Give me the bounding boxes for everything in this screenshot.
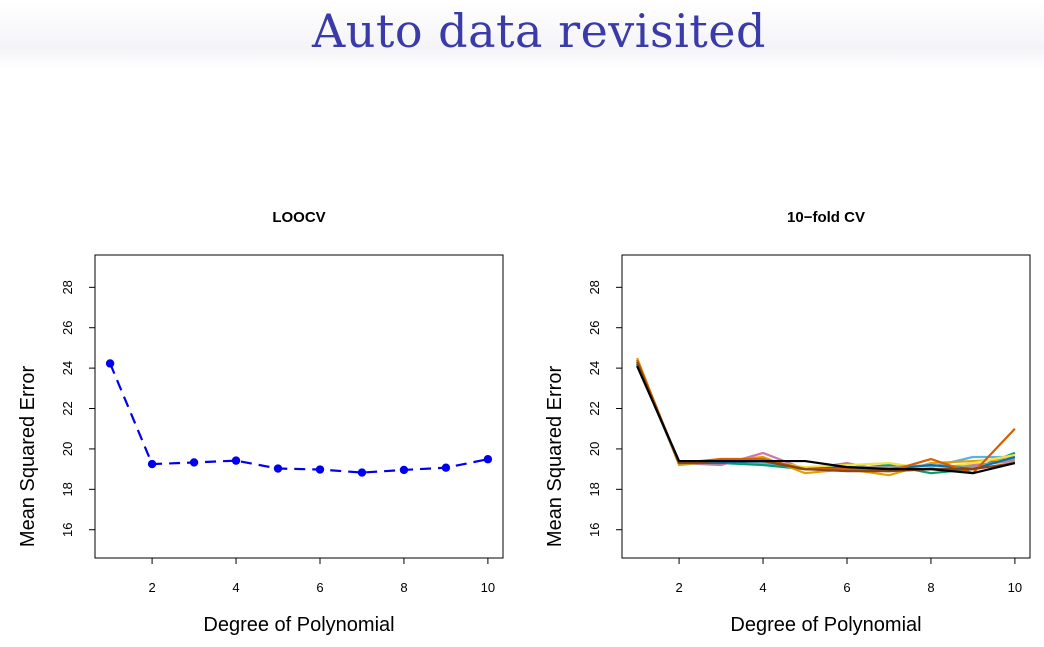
series-9 bbox=[636, 361, 1016, 473]
x-tick-label: 2 bbox=[148, 580, 155, 595]
plot-frame bbox=[621, 254, 1031, 559]
y-tick-label: 26 bbox=[587, 320, 602, 334]
series-6 bbox=[636, 363, 1016, 471]
y-tick-label: 16 bbox=[60, 522, 75, 536]
x-tick-label: 8 bbox=[927, 580, 934, 595]
series-line bbox=[636, 361, 1016, 471]
series-line bbox=[636, 361, 1016, 473]
plot-frame bbox=[94, 254, 504, 559]
x-axis: 2 4 6 8 10 bbox=[148, 558, 495, 595]
data-point bbox=[273, 464, 283, 473]
y-tick-label: 28 bbox=[587, 280, 602, 294]
series-line bbox=[636, 357, 1015, 477]
y-axis-label: Mean Squared Error bbox=[17, 366, 39, 548]
x-axis-label: Degree of Polynomial bbox=[730, 614, 921, 636]
data-point bbox=[441, 463, 451, 472]
series-line bbox=[636, 361, 1015, 471]
data-point bbox=[105, 359, 115, 368]
x-tick-label: 6 bbox=[843, 580, 850, 595]
x-tick-label: 2 bbox=[675, 580, 682, 595]
y-tick-label: 20 bbox=[587, 442, 602, 456]
x-tick-label: 6 bbox=[316, 580, 323, 595]
data-point bbox=[147, 459, 157, 469]
y-tick-label: 18 bbox=[587, 482, 602, 496]
series-1 bbox=[105, 359, 493, 477]
data-point bbox=[483, 455, 493, 464]
series-line bbox=[636, 363, 1016, 471]
y-tick-label: 22 bbox=[587, 401, 602, 415]
series-1 bbox=[636, 361, 1015, 471]
x-tick-label: 4 bbox=[232, 580, 239, 595]
x-tick-label: 8 bbox=[400, 580, 407, 595]
data-point bbox=[357, 468, 367, 477]
y-tick-label: 26 bbox=[60, 320, 75, 334]
slide-title: Auto data revisited bbox=[312, 4, 766, 58]
y-tick-label: 28 bbox=[60, 280, 75, 294]
data-point bbox=[399, 465, 409, 475]
series-line bbox=[636, 365, 1016, 475]
series-line bbox=[636, 359, 1015, 473]
y-tick-label: 20 bbox=[60, 442, 75, 456]
series-3 bbox=[636, 359, 1015, 473]
x-tick-label: 10 bbox=[1008, 580, 1022, 595]
data-point bbox=[315, 465, 325, 474]
series-line bbox=[109, 363, 489, 474]
series-10 bbox=[636, 365, 1016, 475]
series-5 bbox=[636, 361, 1016, 471]
chart-title: 10−fold CV bbox=[787, 209, 865, 226]
y-tick-label: 22 bbox=[60, 401, 75, 415]
x-tick-label: 4 bbox=[759, 580, 766, 595]
chart-title: LOOCV bbox=[272, 209, 325, 226]
y-axis: 16 18 20 22 24 26 28 bbox=[587, 280, 622, 537]
x-axis-label: Degree of Polynomial bbox=[203, 614, 394, 636]
x-tick-label: 10 bbox=[481, 580, 495, 595]
data-point bbox=[189, 458, 199, 467]
y-axis: 16 18 20 22 24 26 28 bbox=[60, 280, 95, 537]
data-point bbox=[231, 456, 241, 465]
y-axis-label: Mean Squared Error bbox=[544, 366, 566, 548]
series-line bbox=[636, 363, 1016, 475]
y-tick-label: 16 bbox=[587, 522, 602, 536]
y-tick-label: 24 bbox=[60, 361, 75, 375]
y-tick-label: 24 bbox=[587, 361, 602, 375]
series-2 bbox=[636, 363, 1016, 475]
series-line bbox=[636, 359, 1016, 475]
series-line bbox=[636, 363, 1016, 471]
x-axis: 2 4 6 8 10 bbox=[675, 558, 1022, 595]
series-8 bbox=[636, 359, 1016, 475]
y-tick-label: 18 bbox=[60, 482, 75, 496]
series-7 bbox=[636, 363, 1016, 471]
title-band bbox=[0, 0, 1044, 70]
series-4 bbox=[636, 357, 1015, 477]
